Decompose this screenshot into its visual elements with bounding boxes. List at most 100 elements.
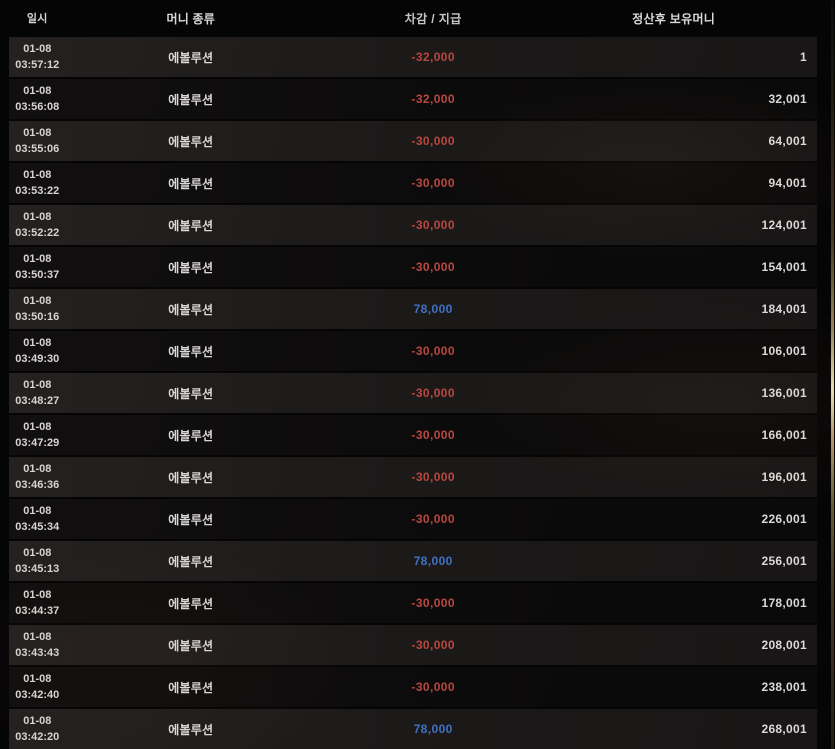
cell-datetime: 01-08 03:42:40 [9,671,66,703]
table-header: 일시 머니 종류 차감 / 지급 정산후 보유머니 [9,0,817,37]
table-row[interactable]: 01-08 03:44:37 에볼루션 -30,000 178,001 [9,583,817,623]
cell-amount: 78,000 [413,302,453,316]
cell-balance: 124,001 [761,218,807,232]
table-row[interactable]: 01-08 03:52:22 에볼루션 -30,000 124,001 [9,205,817,245]
cell-balance: 106,001 [761,344,807,358]
date-text: 01-08 [23,547,52,559]
time-text: 03:55:06 [15,143,60,155]
time-text: 03:50:16 [15,311,60,323]
cell-datetime: 01-08 03:55:06 [9,125,66,157]
table-row[interactable]: 01-08 03:50:37 에볼루션 -30,000 154,001 [9,247,817,287]
table-row[interactable]: 01-08 03:48:27 에볼루션 -30,000 136,001 [9,373,817,413]
date-text: 01-08 [23,253,52,265]
table-row[interactable]: 01-08 03:53:22 에볼루션 -30,000 94,001 [9,163,817,203]
date-text: 01-08 [23,715,52,727]
time-text: 03:48:27 [15,395,60,407]
table-row[interactable]: 01-08 03:55:06 에볼루션 -30,000 64,001 [9,121,817,161]
cell-amount: 78,000 [413,554,453,568]
date-text: 01-08 [23,43,52,55]
cell-amount: -32,000 [411,50,455,64]
table-row[interactable]: 01-08 03:45:13 에볼루션 78,000 256,001 [9,541,817,581]
table-row[interactable]: 01-08 03:45:34 에볼루션 -30,000 226,001 [9,499,817,539]
time-text: 03:53:22 [15,185,60,197]
cell-balance: 178,001 [761,596,807,610]
time-text: 03:50:37 [15,269,60,281]
time-text: 03:44:37 [15,605,60,617]
cell-datetime: 01-08 03:50:16 [9,293,66,325]
table-row[interactable]: 01-08 03:47:29 에볼루션 -30,000 166,001 [9,415,817,455]
date-text: 01-08 [23,631,52,643]
cell-money-type: 에볼루션 [168,428,214,443]
table-body: 01-08 03:57:12 에볼루션 -32,000 1 01-08 03:5… [0,37,835,749]
cell-money-type: 에볼루션 [168,218,214,233]
cell-balance: 136,001 [761,386,807,400]
time-text: 03:52:22 [15,227,60,239]
cell-datetime: 01-08 03:50:37 [9,251,66,283]
cell-datetime: 01-08 03:48:27 [9,377,66,409]
date-text: 01-08 [23,673,52,685]
cell-balance: 154,001 [761,260,807,274]
cell-balance: 238,001 [761,680,807,694]
date-text: 01-08 [23,463,52,475]
cell-datetime: 01-08 03:46:36 [9,461,66,493]
date-text: 01-08 [23,127,52,139]
cell-datetime: 01-08 03:45:34 [9,503,66,535]
date-text: 01-08 [23,169,52,181]
column-header-datetime: 일시 [26,12,48,25]
time-text: 03:43:43 [15,647,60,659]
cell-amount: -30,000 [411,386,455,400]
date-text: 01-08 [23,295,52,307]
cell-money-type: 에볼루션 [168,512,214,527]
cell-balance: 1 [799,50,807,64]
cell-datetime: 01-08 03:57:12 [9,41,66,73]
cell-balance: 32,001 [768,92,807,106]
time-text: 03:45:13 [15,563,60,575]
cell-money-type: 에볼루션 [168,260,214,275]
cell-money-type: 에볼루션 [168,470,214,485]
table-row[interactable]: 01-08 03:49:30 에볼루션 -30,000 106,001 [9,331,817,371]
time-text: 03:47:29 [15,437,60,449]
cell-datetime: 01-08 03:42:20 [9,713,66,745]
column-header-money-type: 머니 종류 [166,12,216,26]
cell-amount: -30,000 [411,428,455,442]
table-row[interactable]: 01-08 03:57:12 에볼루션 -32,000 1 [9,37,817,77]
cell-amount: -30,000 [411,596,455,610]
table-row[interactable]: 01-08 03:46:36 에볼루션 -30,000 196,001 [9,457,817,497]
cell-datetime: 01-08 03:49:30 [9,335,66,367]
time-text: 03:45:34 [15,521,60,533]
date-text: 01-08 [23,337,52,349]
column-header-balance: 정산후 보유머니 [632,12,716,26]
cell-datetime: 01-08 03:45:13 [9,545,66,577]
cell-balance: 268,001 [761,722,807,736]
table-row[interactable]: 01-08 03:42:40 에볼루션 -30,000 238,001 [9,667,817,707]
table-row[interactable]: 01-08 03:56:08 에볼루션 -32,000 32,001 [9,79,817,119]
cell-money-type: 에볼루션 [168,638,214,653]
cell-money-type: 에볼루션 [168,596,214,611]
cell-amount: -30,000 [411,638,455,652]
cell-balance: 256,001 [761,554,807,568]
time-text: 03:56:08 [15,101,60,113]
date-text: 01-08 [23,505,52,517]
cell-datetime: 01-08 03:47:29 [9,419,66,451]
table-row[interactable]: 01-08 03:42:20 에볼루션 78,000 268,001 [9,709,817,749]
date-text: 01-08 [23,85,52,97]
cell-amount: -32,000 [411,92,455,106]
cell-money-type: 에볼루션 [168,722,214,737]
time-text: 03:42:20 [15,731,60,743]
cell-money-type: 에볼루션 [168,92,214,107]
table-row[interactable]: 01-08 03:43:43 에볼루션 -30,000 208,001 [9,625,817,665]
cell-money-type: 에볼루션 [168,50,214,65]
cell-amount: -30,000 [411,680,455,694]
cell-balance: 196,001 [761,470,807,484]
cell-datetime: 01-08 03:52:22 [9,209,66,241]
table-row[interactable]: 01-08 03:50:16 에볼루션 78,000 184,001 [9,289,817,329]
cell-amount: -30,000 [411,512,455,526]
cell-amount: -30,000 [411,176,455,190]
time-text: 03:42:40 [15,689,60,701]
cell-balance: 184,001 [761,302,807,316]
cell-balance: 64,001 [768,134,807,148]
cell-amount: -30,000 [411,344,455,358]
date-text: 01-08 [23,589,52,601]
